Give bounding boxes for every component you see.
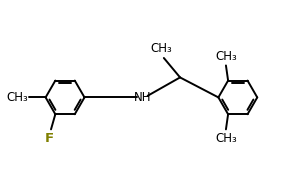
Text: F: F [45,132,54,144]
Text: CH₃: CH₃ [6,91,28,104]
Text: CH₃: CH₃ [215,132,237,144]
Text: CH₃: CH₃ [215,50,237,63]
Text: NH: NH [133,91,151,104]
Text: CH₃: CH₃ [151,42,173,55]
